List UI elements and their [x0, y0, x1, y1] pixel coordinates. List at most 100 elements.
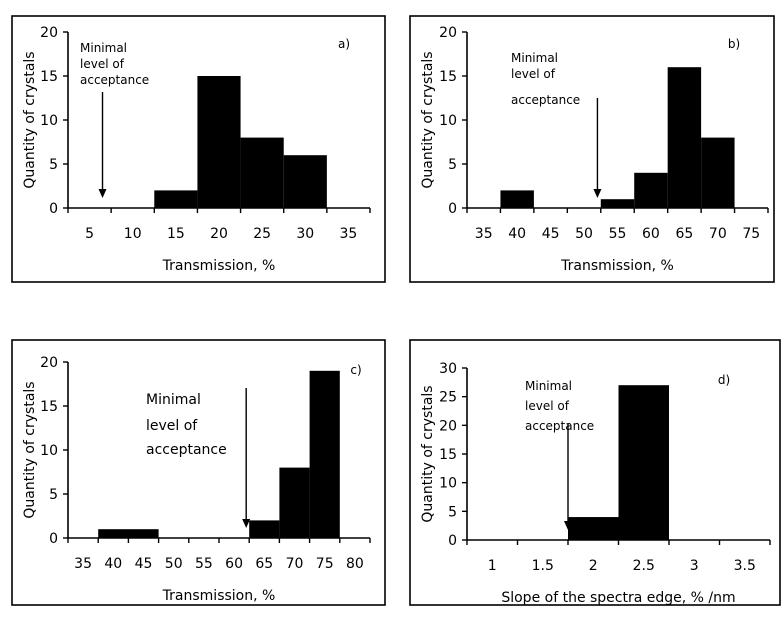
x-tick-label: 60	[225, 556, 243, 572]
x-tick-label: 75	[316, 556, 334, 572]
x-tick-label: 70	[709, 226, 727, 242]
annotation-text: level of	[525, 399, 570, 413]
x-tick-label: 3.5	[734, 558, 756, 574]
y-tick-label: 5	[448, 157, 457, 173]
panel-frame	[11, 15, 386, 283]
x-tick-label: 60	[642, 226, 660, 242]
chart-panel-c: 0 5 10 15 20 35 40 45 50 55 60 65 70 75 80 Transmission…	[11, 339, 386, 606]
x-tick-label: 35	[340, 226, 358, 242]
x-tick-label: 3	[690, 558, 699, 574]
x-tick-label: 65	[255, 556, 273, 572]
y-tick-label: 15	[439, 69, 457, 85]
y-tick-label: 10	[40, 443, 58, 459]
chart-panel-a: 0 5 10 15 20 5 10 15 20 25 30 35 Transmission, % Quan…	[11, 15, 386, 283]
x-tick-label: 35	[475, 226, 493, 242]
y-tick-label: 15	[40, 69, 58, 85]
y-tick-label: 20	[439, 25, 457, 41]
x-tick-label: 45	[135, 556, 153, 572]
panel-frame	[11, 339, 386, 606]
x-tick-label: 20	[210, 226, 228, 242]
annotation-text: level of	[511, 67, 556, 81]
acceptance-arrowhead	[242, 519, 251, 528]
panel-frame	[409, 339, 781, 606]
y-tick-label: 0	[49, 201, 58, 217]
histogram-bar	[634, 172, 668, 208]
y-tick-label: 20	[439, 418, 457, 434]
x-tick-label: 2.5	[633, 558, 655, 574]
x-tick-label: 55	[609, 226, 627, 242]
annotation-text: Minimal	[146, 392, 201, 408]
acceptance-arrowhead	[98, 189, 107, 198]
panel-label: c)	[350, 363, 361, 377]
y-tick-label: 30	[439, 361, 457, 377]
annotation-text: acceptance	[525, 419, 594, 433]
x-tick-label: 5	[85, 226, 94, 242]
annotation-text: Minimal	[80, 41, 127, 55]
histogram-bar	[309, 370, 340, 538]
x-tick-label: 15	[167, 226, 185, 242]
y-tick-label: 10	[40, 113, 58, 129]
panel-label: b)	[728, 37, 740, 51]
acceptance-arrowhead	[593, 189, 602, 198]
x-tick-label: 75	[742, 226, 760, 242]
y-tick-label: 15	[40, 399, 58, 415]
x-tick-label: 35	[74, 556, 92, 572]
x-tick-label: 45	[542, 226, 560, 242]
y-tick-label: 5	[49, 487, 58, 503]
x-tick-label: 2	[589, 558, 598, 574]
y-tick-label: 20	[40, 25, 58, 41]
x-tick-label: 70	[286, 556, 304, 572]
histogram-bar	[667, 67, 702, 208]
histogram-bar	[618, 385, 669, 540]
panel-label: d)	[718, 373, 730, 387]
x-axis-label: Transmission, %	[560, 258, 674, 274]
x-tick-label: 1	[488, 558, 497, 574]
histogram-bar	[279, 467, 310, 538]
y-tick-label: 5	[448, 504, 457, 520]
x-tick-label: 65	[675, 226, 693, 242]
y-tick-label: 25	[439, 390, 457, 406]
x-tick-label: 50	[575, 226, 593, 242]
y-tick-label: 10	[439, 476, 457, 492]
y-axis-label: Quantity of crystals	[22, 51, 38, 188]
y-axis-label: Quantity of crystals	[420, 385, 436, 522]
x-tick-label: 10	[124, 226, 142, 242]
annotation-text: acceptance	[146, 442, 227, 458]
y-axis-label: Quantity of crystals	[22, 381, 38, 518]
y-tick-label: 15	[439, 447, 457, 463]
histogram-bar	[240, 137, 284, 208]
histogram-bar	[98, 529, 159, 538]
x-tick-label: 80	[346, 556, 364, 572]
x-axis-label: Transmission, %	[162, 258, 276, 274]
y-tick-label: 0	[448, 201, 457, 217]
annotation-text: Minimal	[525, 379, 572, 393]
panel-frame	[409, 15, 775, 283]
annotation-text: Minimal	[511, 51, 558, 65]
histogram-bar	[500, 190, 534, 208]
annotation-text: level of	[146, 418, 198, 434]
y-tick-label: 20	[40, 355, 58, 371]
x-axis-label: Slope of the spectra edge, % /nm	[501, 590, 735, 606]
annotation-text: level of	[80, 57, 125, 71]
y-axis-label: Quantity of crystals	[420, 51, 436, 188]
x-tick-label: 40	[104, 556, 122, 572]
histogram-bar	[154, 190, 198, 208]
x-tick-label: 1.5	[532, 558, 554, 574]
y-tick-label: 10	[439, 113, 457, 129]
acceptance-arrowhead	[564, 521, 572, 530]
histogram-bar	[283, 155, 327, 208]
x-axis-label: Transmission, %	[162, 588, 276, 604]
y-tick-label: 0	[448, 533, 457, 549]
chart-panel-d: 0 5 10 15 20 25 30 1 1.5 2 2.5 3 3.5 Slope of the spe…	[409, 339, 781, 606]
chart-panel-b: 0 5 10 15 20 35 40 45 50 55 60 65 70 75 Transmission, …	[409, 15, 775, 283]
histogram-bar	[249, 520, 280, 538]
annotation-text: acceptance	[80, 73, 149, 87]
x-tick-label: 25	[253, 226, 271, 242]
histogram-bar	[197, 76, 241, 208]
x-tick-label: 55	[195, 556, 213, 572]
y-tick-label: 5	[49, 157, 58, 173]
x-tick-label: 50	[165, 556, 183, 572]
histogram-bar	[568, 517, 619, 540]
y-tick-label: 0	[49, 531, 58, 547]
